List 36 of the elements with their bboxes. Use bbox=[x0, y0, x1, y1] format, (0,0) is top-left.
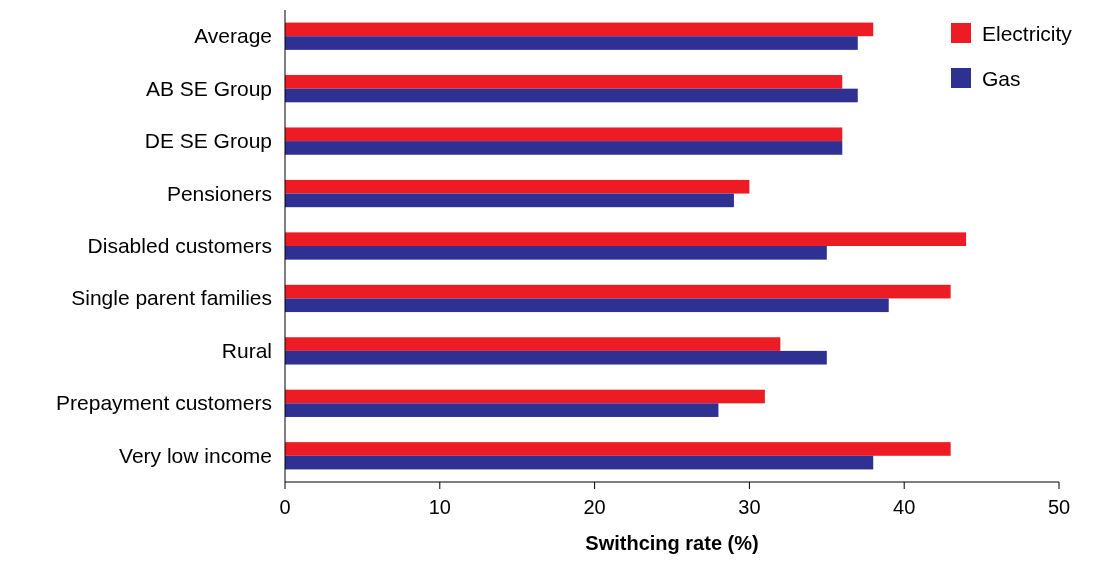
bar bbox=[285, 337, 781, 351]
y-tick-label: DE SE Group bbox=[144, 129, 272, 153]
bar bbox=[285, 75, 843, 89]
y-tick-label: AB SE Group bbox=[145, 76, 272, 100]
x-tick-label: 10 bbox=[428, 496, 451, 518]
y-tick-label: Average bbox=[194, 24, 272, 48]
bar bbox=[285, 455, 874, 470]
legend-label: Gas bbox=[982, 67, 1021, 90]
y-tick-label: Pensioners bbox=[166, 181, 272, 205]
bar bbox=[285, 298, 889, 313]
bar bbox=[285, 442, 951, 456]
x-tick-label: 50 bbox=[1047, 496, 1071, 518]
bar bbox=[285, 232, 967, 246]
legend-label: Electricity bbox=[982, 22, 1073, 45]
bar bbox=[285, 389, 765, 404]
bar bbox=[285, 141, 843, 155]
y-tick-label: Rural bbox=[221, 338, 272, 362]
bar bbox=[285, 127, 843, 142]
bar bbox=[285, 246, 827, 260]
y-tick-label: Disabled customers bbox=[87, 234, 272, 257]
bar bbox=[285, 284, 951, 299]
bar bbox=[285, 36, 858, 50]
y-tick-label: Prepayment customers bbox=[56, 391, 272, 415]
x-axis-title: Swithcing rate (%) bbox=[585, 532, 759, 554]
x-tick-label: 40 bbox=[893, 496, 916, 518]
y-tick-label: Single parent families bbox=[71, 286, 272, 310]
x-tick-label: 20 bbox=[583, 496, 606, 518]
bar bbox=[285, 350, 827, 365]
bar bbox=[285, 193, 734, 208]
x-tick-label: 0 bbox=[279, 496, 291, 518]
x-tick-label: 30 bbox=[738, 496, 761, 518]
bar bbox=[285, 179, 750, 194]
bar bbox=[285, 88, 858, 103]
bar bbox=[285, 22, 874, 37]
y-tick-label: Very low income bbox=[119, 443, 272, 467]
bar bbox=[285, 403, 719, 417]
